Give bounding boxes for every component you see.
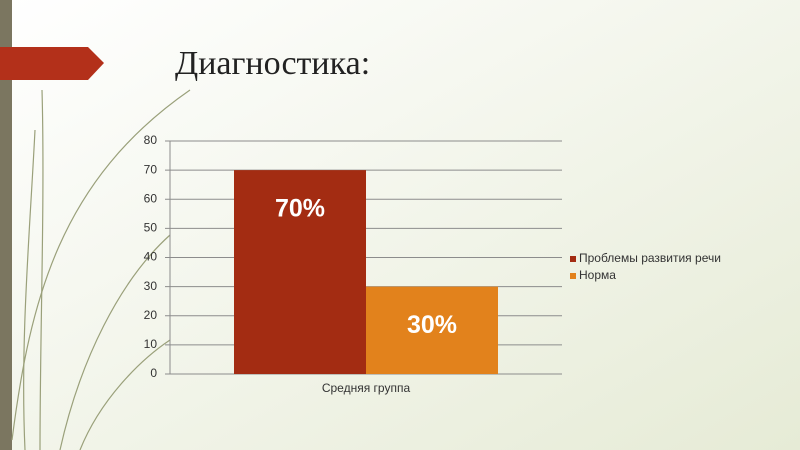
y-tick-label: 70: [144, 162, 158, 176]
legend-swatch: [570, 273, 576, 279]
y-tick-label: 10: [144, 337, 158, 351]
y-tick-label: 20: [144, 308, 158, 322]
bar: [366, 286, 498, 374]
y-tick-label: 0: [150, 366, 157, 380]
data-label: 30%: [407, 311, 457, 339]
title-banner: [0, 47, 104, 80]
x-tick-label: Средняя группа: [322, 381, 411, 395]
decor-curves: [11, 89, 191, 450]
y-tick-label: 30: [144, 279, 158, 293]
legend-label: Проблемы развития речи: [579, 251, 721, 265]
legend-swatch: [570, 256, 576, 262]
y-tick-label: 50: [144, 221, 158, 235]
y-tick-label: 80: [144, 133, 158, 147]
side-strip: [0, 0, 12, 450]
bar: [234, 170, 366, 374]
slide-title: Диагностика:: [175, 45, 370, 82]
y-tick-label: 60: [144, 191, 158, 205]
y-tick-label: 40: [144, 250, 158, 264]
data-label: 70%: [275, 195, 325, 223]
legend-label: Норма: [579, 268, 616, 282]
